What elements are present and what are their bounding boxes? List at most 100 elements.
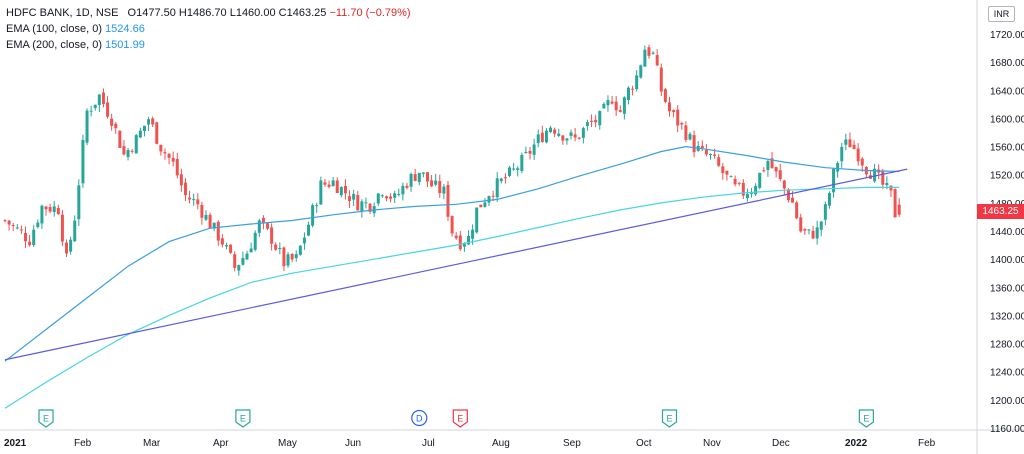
candle-body (147, 119, 151, 125)
candle-body (832, 168, 836, 193)
candle-body (667, 102, 671, 112)
candle-body (590, 120, 594, 122)
candle-body (126, 149, 130, 157)
candle-body (245, 253, 249, 260)
candle-body (631, 88, 635, 90)
candle-body (622, 97, 626, 114)
candle-body (602, 104, 606, 109)
candle-body (569, 132, 573, 136)
candle-body (573, 134, 577, 138)
candle-body (380, 195, 384, 197)
candle-body (319, 180, 323, 205)
candle-body (766, 161, 770, 170)
candle-body (73, 220, 77, 242)
candle-body (106, 102, 110, 117)
currency-badge[interactable]: INR (988, 6, 1015, 22)
candle-body (130, 150, 134, 152)
y-tick-label: 1440.00 (990, 227, 1024, 238)
legend-ema100-row[interactable]: EMA (100, close, 0) 1524.66 (6, 21, 411, 37)
candle-body (704, 149, 708, 155)
ema200-line (4, 186, 900, 409)
candle-body (183, 182, 187, 196)
candle-body (167, 153, 171, 158)
candle-body (516, 168, 520, 170)
candle-body (688, 133, 692, 140)
close-value: C1463.25 (278, 7, 327, 19)
symbol-label[interactable]: HDFC BANK, 1D, NSE (6, 7, 119, 19)
x-tick-label: Nov (703, 438, 721, 449)
candle-body (237, 265, 241, 271)
candle-body (893, 188, 897, 218)
candle-body (540, 132, 544, 142)
candle-body (606, 99, 610, 106)
candle-body (626, 87, 630, 101)
candle-body (356, 195, 360, 211)
candle-body (520, 154, 524, 172)
low-value: L1460.00 (229, 7, 276, 19)
candle-body (368, 203, 372, 212)
candle-body (655, 55, 659, 66)
candle-body (889, 185, 893, 191)
candle-body (270, 227, 274, 244)
candle-body (873, 168, 877, 182)
candle-body (216, 221, 220, 241)
candle-body (294, 254, 298, 259)
candle-body (721, 166, 725, 174)
x-tick-label: May (278, 438, 297, 449)
candle-body (594, 119, 598, 123)
y-tick-label: 1600.00 (990, 114, 1024, 125)
candle-body (700, 145, 704, 149)
candle-body (15, 227, 19, 229)
candle-body (19, 229, 23, 231)
candle-body (7, 220, 11, 225)
candle-body (384, 196, 388, 199)
candle-body (196, 199, 200, 205)
candle-body (188, 197, 192, 200)
candle-body (483, 202, 487, 207)
candle-body (430, 180, 434, 187)
candle-body (827, 192, 831, 206)
candle-body (663, 89, 667, 102)
candle-body (762, 170, 766, 172)
candle-body (323, 182, 327, 185)
candle-body (897, 204, 901, 215)
candle-body (815, 227, 819, 239)
candle-body (725, 170, 729, 175)
earnings-marker-shape (235, 409, 251, 428)
x-tick-label: 2022 (845, 438, 868, 449)
candle-body (848, 139, 852, 148)
candle-body (249, 248, 253, 253)
candle-body (278, 247, 282, 250)
candle-body (467, 235, 470, 245)
y-tick-label: 1720.00 (990, 30, 1024, 41)
candle-body (512, 168, 516, 170)
candle-body (585, 122, 589, 126)
y-tick-label: 1520.00 (990, 171, 1024, 182)
candle-body (192, 199, 196, 201)
candle-body (389, 196, 393, 199)
candle-body (745, 193, 749, 199)
candle-body (614, 101, 618, 111)
y-tick-label: 1280.00 (990, 340, 1024, 351)
candle-body (684, 125, 688, 140)
candle-body (397, 194, 401, 196)
candle-body (778, 170, 782, 179)
earnings-marker-label: E (863, 414, 869, 424)
legend-ema200-row[interactable]: EMA (200, close, 0) 1501.99 (6, 37, 411, 53)
candle-body (290, 253, 294, 260)
earnings-marker-label: E (43, 414, 49, 424)
candle-body (754, 185, 758, 195)
candle-body (860, 158, 864, 166)
candle-body (819, 221, 823, 230)
candle-body (565, 138, 569, 141)
candle-body (261, 217, 265, 223)
x-tick-label: Mar (143, 438, 161, 449)
candle-body (672, 110, 676, 113)
candle-body (3, 220, 7, 222)
open-value: O1477.50 (127, 7, 176, 19)
candle-body (844, 139, 848, 145)
candle-body (836, 163, 840, 172)
candle-body (737, 182, 741, 184)
